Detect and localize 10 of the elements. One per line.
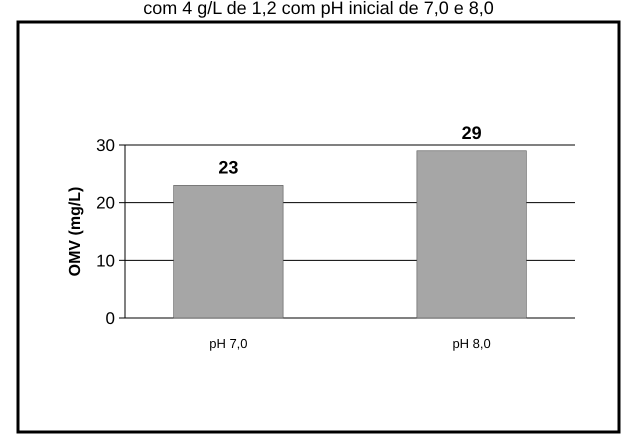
chart-title: com 4 g/L de 1,2 com pH inicial de 7,0 e 8,0 <box>143 0 494 18</box>
y-tick-label: 30 <box>96 136 115 155</box>
x-tick-label: pH 8,0 <box>452 336 491 351</box>
y-tick-label: 20 <box>96 194 115 213</box>
data-label: 29 <box>462 122 482 143</box>
data-label: 23 <box>218 157 238 178</box>
x-tick-label: pH 7,0 <box>209 336 248 351</box>
y-tick-label: 0 <box>106 308 115 328</box>
y-tick-label: 10 <box>96 251 115 270</box>
y-axis-title: OMV (mg/L) <box>67 186 84 276</box>
